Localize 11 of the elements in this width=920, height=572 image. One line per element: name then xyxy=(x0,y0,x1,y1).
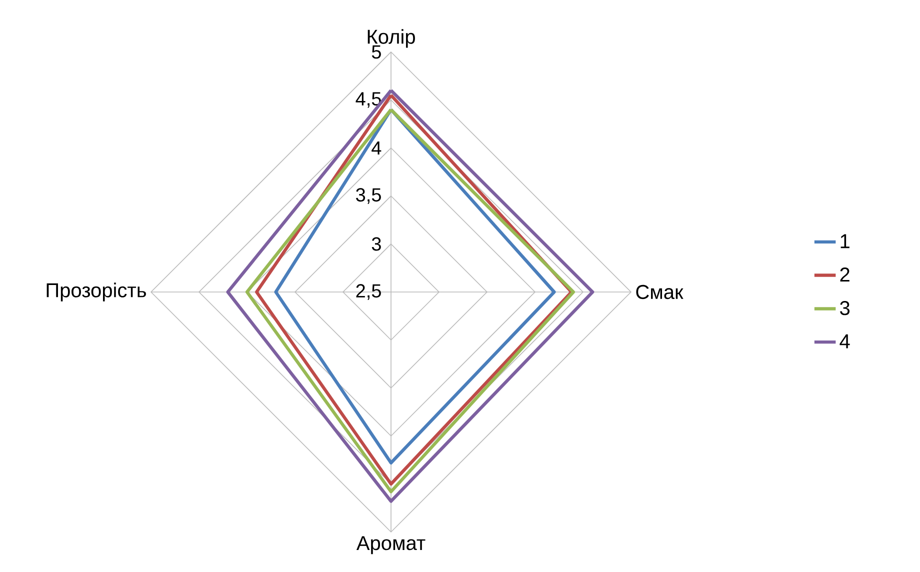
legend-label: 2 xyxy=(840,268,850,282)
legend-label: 4 xyxy=(840,334,850,348)
spoke-label: Аромат xyxy=(356,536,426,554)
legend-label: 1 xyxy=(840,234,850,248)
y-tick-label: 2,5 xyxy=(356,284,381,300)
y-tick-label: 3 xyxy=(372,237,381,251)
spoke-label: Прозорість xyxy=(46,282,146,302)
y-tick-label: 3,5 xyxy=(356,188,381,204)
spoke-label: Смак xyxy=(636,284,684,300)
y-tick-label: 4 xyxy=(372,141,382,155)
legend-label: 3 xyxy=(840,300,850,316)
